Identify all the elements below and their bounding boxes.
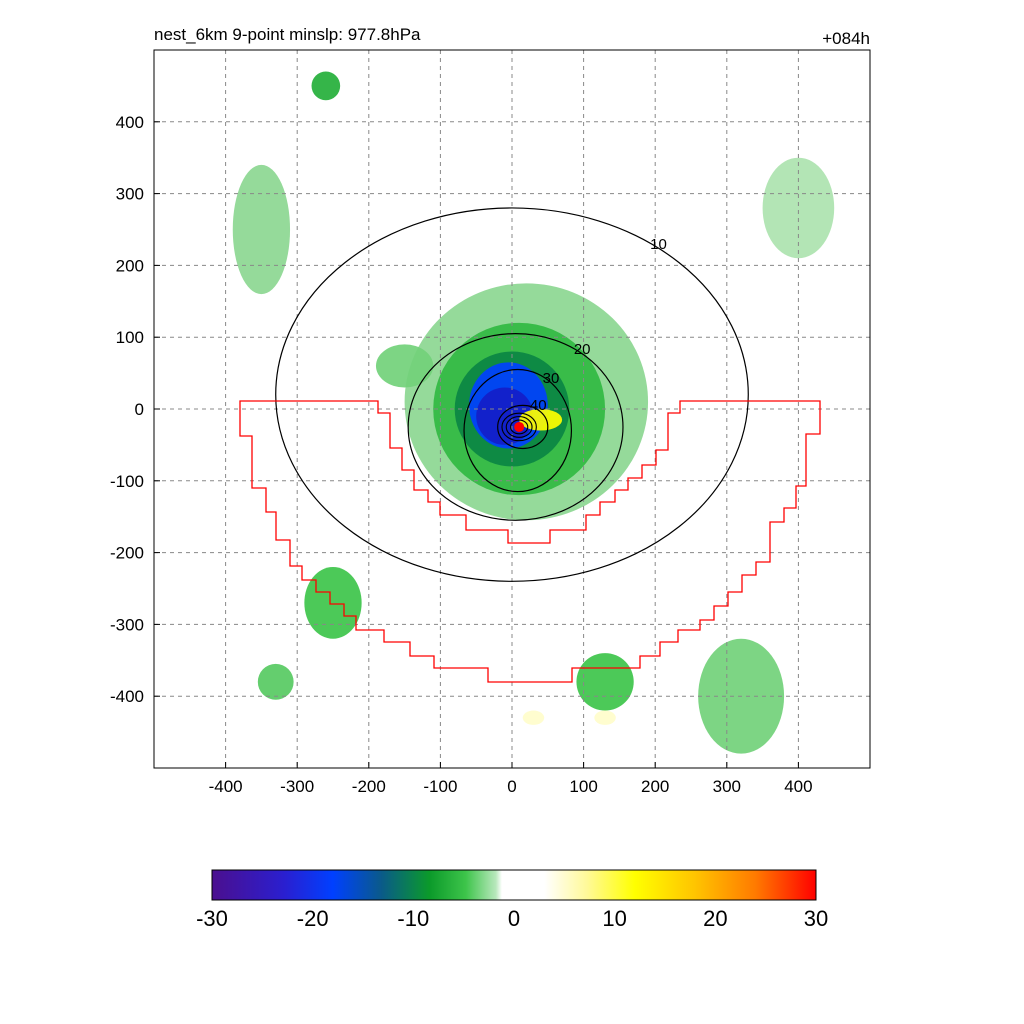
x-tick-label-2: -200 [352,777,386,796]
contour-40 [497,404,549,450]
shade-blob-7 [232,164,291,295]
x-tick-label-6: 200 [641,777,669,796]
colorbar-gradient [211,869,817,901]
contour-label-20: 20 [574,341,591,358]
contour-20 [407,333,624,521]
colorbar-tick-label-3: 0 [508,906,520,931]
colorbar-tick-label-1: -20 [297,906,329,931]
shade-blob-15 [594,710,616,725]
x-tick-label-3: -100 [423,777,457,796]
y-tick-label-6: -200 [110,544,144,563]
domain-boundary [239,400,821,683]
contour-label-40: 40 [530,397,547,414]
plot-area: 10 20 30 40 [153,49,871,769]
colorbar-tick-label-4: 10 [602,906,626,931]
shade-blob-11 [576,653,634,711]
contour-lines: 10 20 30 40 [275,207,749,582]
x-tick-label-5: 100 [569,777,597,796]
shade-blob-6 [311,71,341,101]
contour-inner-70 [510,419,529,435]
y-tick-label-8: -400 [110,687,144,706]
colorbar: -30 -20 -10 0 10 20 30 [196,869,828,931]
y-tick-label-7: -300 [110,615,144,634]
storm-center-marker [514,421,525,432]
colorbar-tick-label-0: -30 [196,906,228,931]
y-tick-label-4: 0 [135,400,144,419]
shade-blob-5 [519,409,563,431]
contour-10 [275,207,749,582]
shade-blob-9 [304,566,362,639]
x-tick-label-0: -400 [209,777,243,796]
shade-blob-10 [257,663,294,700]
title-right: +084h [822,29,870,48]
contour-30 [463,368,573,493]
x-tick-label-7: 300 [713,777,741,796]
colorbar-ticks: -30 -20 -10 0 10 20 30 [196,906,828,931]
y-tick-label-3: 100 [116,328,144,347]
shade-blob-12 [375,344,434,388]
y-tick-label-2: 200 [116,256,144,275]
shade-blob-13 [762,157,835,259]
colorbar-tick-label-5: 20 [703,906,727,931]
x-tick-label-8: 400 [784,777,812,796]
y-tick-label-1: 300 [116,185,144,204]
contour-inner-50 [501,412,537,442]
y-tick-label-0: 400 [116,113,144,132]
colorbar-tick-label-2: -10 [397,906,429,931]
x-axis-ticks: -400 -300 -200 -100 0 100 200 300 400 [209,762,813,796]
contour-inner-60 [505,416,533,438]
y-tick-label-5: -100 [110,472,144,491]
contour-label-10: 10 [650,236,667,253]
x-tick-label-4: 0 [507,777,516,796]
shade-blob-14 [522,710,545,725]
colorbar-tick-label-6: 30 [804,906,828,931]
y-axis-ticks: 400 300 200 100 0 -100 -200 -300 -400 [110,113,160,706]
x-tick-label-1: -300 [280,777,314,796]
title-left: nest_6km 9-point minslp: 977.8hPa [154,25,421,44]
contour-label-30: 30 [543,370,560,387]
